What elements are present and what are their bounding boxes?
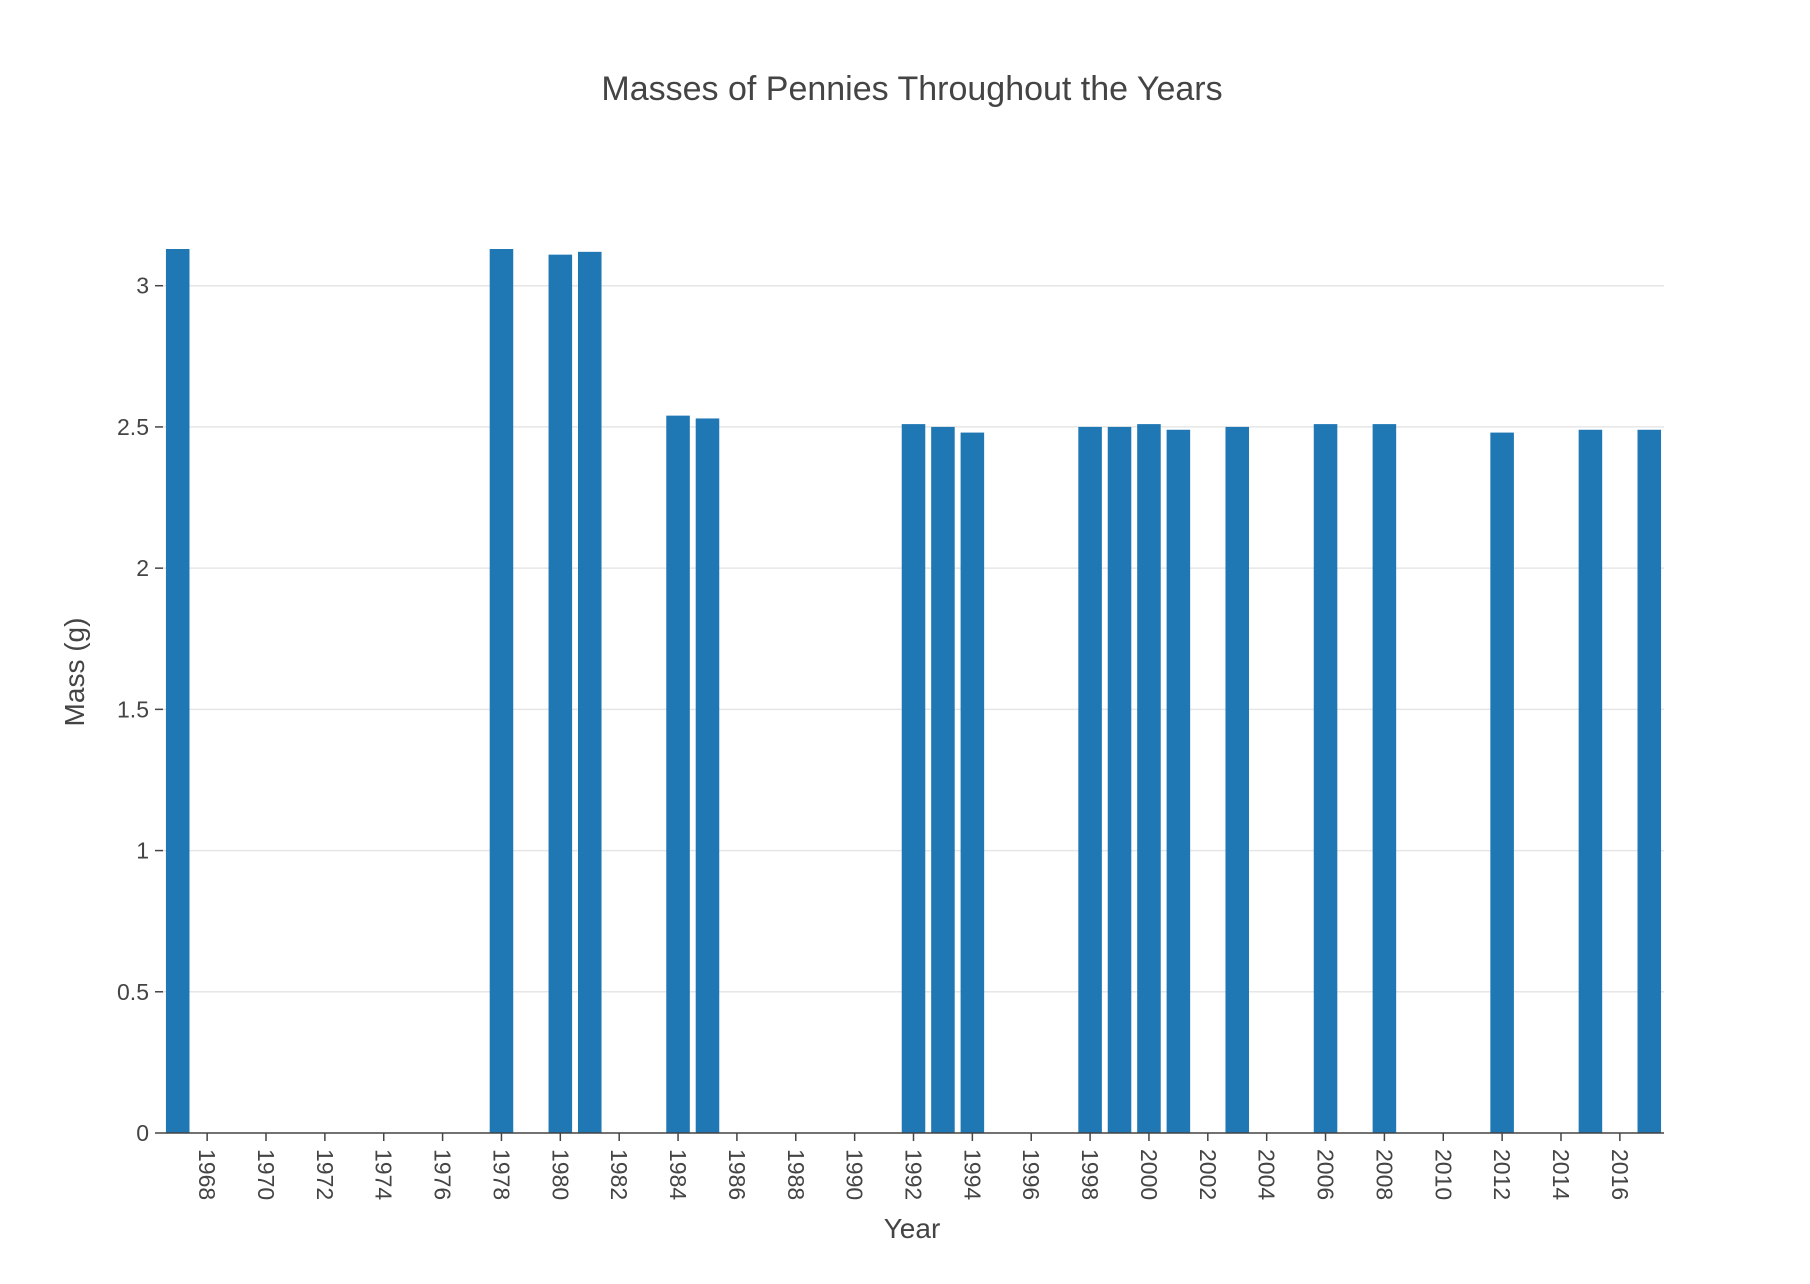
x-tick-label: 2002 xyxy=(1195,1149,1221,1200)
bar-1967 xyxy=(165,249,190,1133)
bars xyxy=(165,249,1662,1134)
x-tick-label: 2006 xyxy=(1313,1149,1339,1200)
x-tick-label: 2004 xyxy=(1254,1149,1280,1200)
bar-2000 xyxy=(1137,424,1161,1133)
bar-1999 xyxy=(1107,426,1132,1134)
bar-1978 xyxy=(489,249,514,1133)
x-tick-label: 1996 xyxy=(1018,1149,1044,1200)
axes: 0 0.5 1 1.5 2 2.5 3 1968 1970 1972 1974 1976 1978 198… xyxy=(117,273,1664,1200)
y-tick-label: 1.5 xyxy=(117,696,149,722)
x-tick-label: 1970 xyxy=(253,1149,279,1200)
bar-1981 xyxy=(577,251,602,1133)
x-tick-label: 1978 xyxy=(488,1149,514,1200)
bar-1993 xyxy=(931,426,955,1134)
x-tick-label: 2008 xyxy=(1371,1149,1397,1200)
bar-2001 xyxy=(1166,429,1191,1133)
x-tick-label: 1988 xyxy=(783,1149,809,1200)
x-tick-label: 1986 xyxy=(724,1149,750,1200)
x-tick-label: 2016 xyxy=(1607,1149,1633,1200)
bar-1980 xyxy=(548,254,573,1133)
x-tick-label: 1992 xyxy=(901,1149,927,1200)
y-tick-label: 0.5 xyxy=(117,979,149,1005)
x-tick-label: 2000 xyxy=(1136,1149,1162,1200)
x-tick-label: 1998 xyxy=(1077,1149,1103,1200)
x-tick-label: 2012 xyxy=(1489,1149,1515,1200)
bar-2006 xyxy=(1313,424,1338,1133)
y-tick-label: 3 xyxy=(136,273,149,299)
chart-title: Masses of Pennies Throughout the Years xyxy=(601,70,1222,108)
bar-1984 xyxy=(666,415,690,1134)
y-tick-label: 0 xyxy=(136,1120,149,1146)
x-tick-label: 1990 xyxy=(842,1149,868,1200)
x-tick-label: 1994 xyxy=(959,1149,985,1200)
x-tick-label: 2014 xyxy=(1548,1149,1574,1200)
y-tick-label: 2.5 xyxy=(117,414,149,440)
y-tick-label: 1 xyxy=(136,838,149,864)
x-tick-label: 1980 xyxy=(547,1149,573,1200)
bar-1992 xyxy=(901,424,926,1133)
bar-2017 xyxy=(1637,429,1662,1133)
bar-1998 xyxy=(1078,426,1102,1134)
bar-2003 xyxy=(1225,426,1250,1134)
y-axis-title: Mass (g) xyxy=(59,618,90,727)
bar-1985 xyxy=(695,418,720,1133)
bar-2015 xyxy=(1578,429,1603,1133)
y-tick-label: 2 xyxy=(136,555,149,581)
x-tick-label: 1976 xyxy=(430,1149,456,1200)
x-tick-label: 1984 xyxy=(665,1149,691,1200)
bar-1994 xyxy=(960,432,985,1134)
x-axis-title: Year xyxy=(884,1213,941,1244)
x-tick-label: 1968 xyxy=(194,1149,220,1200)
bar-2008 xyxy=(1372,424,1397,1133)
x-tick-label: 1972 xyxy=(312,1149,338,1200)
x-tick-label: 1974 xyxy=(371,1149,397,1200)
x-tick-label: 1982 xyxy=(606,1149,632,1200)
x-tick-label: 2010 xyxy=(1430,1149,1456,1200)
bar-2012 xyxy=(1490,432,1514,1134)
